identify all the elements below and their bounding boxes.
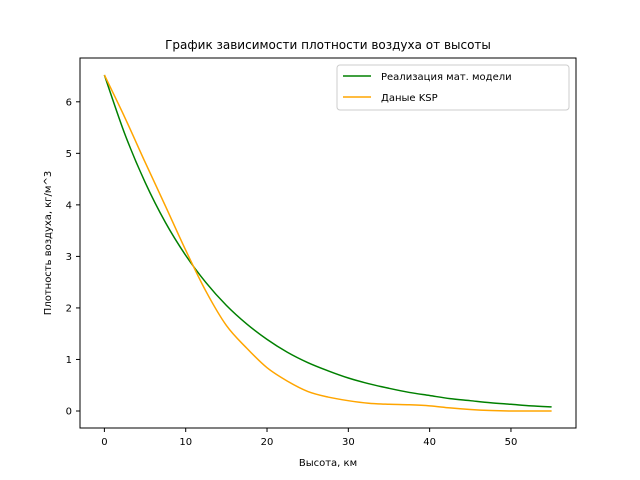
y-tick-label: 3 [66,252,72,263]
legend-label: Реализация мат. модели [381,72,512,83]
y-tick-label: 2 [66,303,72,314]
y-tick-label: 5 [66,149,72,160]
x-axis-ticks: 0 10 20 30 40 50 [101,428,517,448]
y-tick-label: 4 [66,200,72,211]
x-tick-label: 50 [505,437,518,448]
x-tick-label: 30 [342,437,355,448]
x-axis-label: Высота, км [299,458,357,469]
axes-frame [79,57,577,429]
y-axis-label: Плотность воздуха, кг/м^3 [43,171,54,315]
y-tick-label: 1 [66,355,72,366]
y-axis-ticks: 0 1 2 3 4 5 6 [66,97,80,417]
x-tick-label: 10 [179,437,192,448]
x-tick-label: 40 [423,437,436,448]
plot-area [103,74,552,412]
series-line-2 [103,74,552,412]
x-tick-label: 0 [101,437,107,448]
y-tick-label: 6 [66,97,72,108]
legend: Реализация мат. модели Даные KSP [336,64,570,111]
x-tick-label: 20 [261,437,274,448]
series-line-1 [103,74,552,408]
legend-label: Даные KSP [381,93,438,104]
y-tick-label: 0 [66,406,72,417]
chart-title: График зависимости плотности воздуха от … [165,38,491,52]
legend-box [336,64,570,111]
